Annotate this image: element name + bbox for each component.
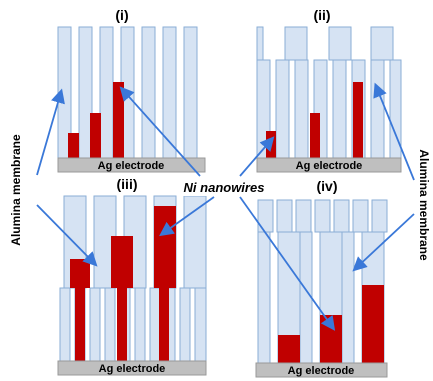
nanowire <box>159 288 169 361</box>
panel-label-ii: (ii) <box>313 7 330 23</box>
ag-electrode <box>256 157 402 173</box>
arrow <box>239 136 275 177</box>
nanowire <box>111 236 133 288</box>
panel-label-iv: (iv) <box>317 178 338 194</box>
nanowire <box>320 315 342 363</box>
arrow <box>239 196 336 331</box>
nanowire <box>362 285 384 363</box>
nanowire <box>154 206 176 288</box>
electrode-label: Ag electrode <box>98 160 165 172</box>
arrow <box>119 86 201 177</box>
nanowire <box>113 82 124 158</box>
electrode-label: Ag electrode <box>288 365 355 377</box>
electrode-label: Ag electrode <box>99 363 166 375</box>
nanowire <box>70 259 90 288</box>
annotation-arrows <box>36 82 415 331</box>
arrow <box>159 196 215 237</box>
nanowire <box>75 288 85 361</box>
ag-electrode <box>57 360 207 376</box>
alumina-membrane-label-left: Alumina membrane <box>9 134 23 246</box>
arrow <box>352 213 415 272</box>
panel-iv: Ag electrode (iv) <box>255 178 388 378</box>
nanowire <box>90 113 101 158</box>
panel-label-i: (i) <box>115 7 128 23</box>
panel-i: Ag electrode (i) <box>57 7 206 173</box>
panel-label-iii: (iii) <box>117 176 138 192</box>
panel-iii: Ag electrode (iii) <box>57 176 207 376</box>
ag-electrode <box>57 157 206 173</box>
nanowire <box>310 113 320 158</box>
arrow <box>373 82 415 181</box>
arrow <box>36 88 65 176</box>
ni-nanowires-label: Ni nanowires <box>184 180 265 195</box>
nanowire <box>117 288 127 361</box>
electrode-label: Ag electrode <box>296 160 363 172</box>
nanowire <box>353 82 363 158</box>
nanowire <box>68 133 79 158</box>
ag-electrode <box>255 362 388 378</box>
nanowire <box>278 335 300 363</box>
arrow <box>36 204 98 267</box>
alumina-membrane-label-right: Alumina membrane <box>417 149 431 261</box>
panel-ii: Ag electrode (ii) <box>256 7 402 173</box>
